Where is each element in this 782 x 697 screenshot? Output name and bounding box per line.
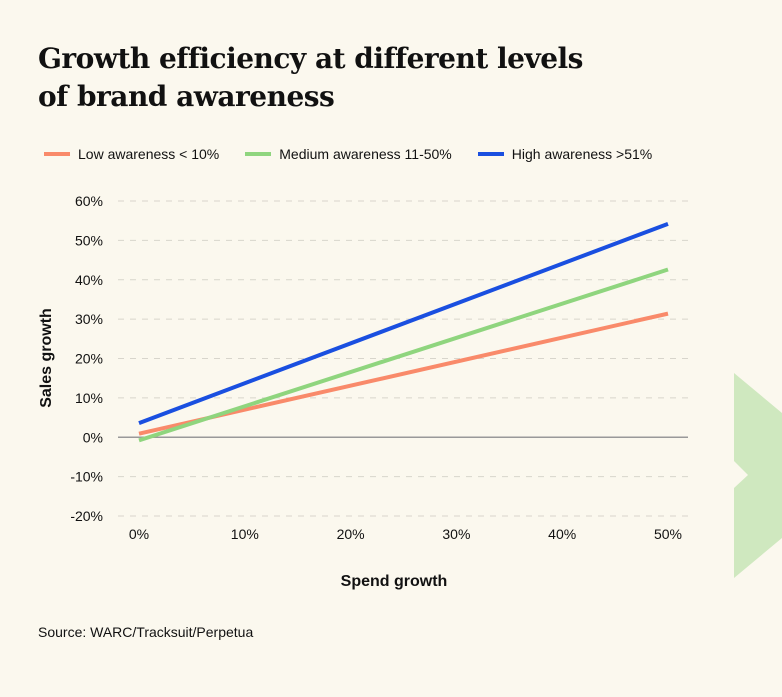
- series-line: [138, 221, 669, 425]
- legend-item: Medium awareness 11-50%: [245, 146, 452, 162]
- chart-title: Growth efficiency at different levels of…: [38, 42, 583, 113]
- legend-label: Low awareness < 10%: [78, 146, 220, 162]
- series-line: [138, 267, 669, 443]
- x-tick-label: 40%: [548, 526, 576, 542]
- y-tick-label: 60%: [75, 193, 103, 209]
- y-tick-label: 20%: [75, 351, 103, 367]
- y-tick-label: 10%: [75, 390, 103, 406]
- x-tick-label: 20%: [337, 526, 365, 542]
- legend-item: High awareness >51%: [477, 146, 653, 162]
- source-note: Source: WARC/Tracksuit/Perpetua: [38, 624, 254, 640]
- x-tick-label: 50%: [654, 526, 682, 542]
- legend-item: Low awareness < 10%: [44, 146, 219, 162]
- legend: Low awareness < 10% Medium awareness 11-5…: [44, 146, 652, 162]
- y-axis-label: Sales growth: [38, 308, 55, 408]
- x-tick-label: 0%: [129, 526, 149, 542]
- x-axis-label: Spend growth: [341, 573, 448, 590]
- legend-swatch: [245, 152, 272, 156]
- decorative-chevron: [734, 373, 782, 578]
- x-tick-label: 10%: [231, 526, 259, 542]
- y-tick-label: -10%: [70, 469, 103, 485]
- y-tick-label: 0%: [83, 429, 103, 445]
- y-tick-label: -20%: [70, 508, 103, 524]
- legend-swatch: [477, 152, 504, 156]
- x-tick-label: 30%: [442, 526, 470, 542]
- legend-label: Medium awareness 11-50%: [279, 146, 452, 162]
- legend-label: High awareness >51%: [511, 146, 653, 162]
- y-tick-label: 50%: [75, 232, 103, 248]
- y-tick-label: 40%: [75, 272, 103, 288]
- y-tick-label: 30%: [75, 311, 103, 327]
- legend-swatch: [44, 152, 70, 156]
